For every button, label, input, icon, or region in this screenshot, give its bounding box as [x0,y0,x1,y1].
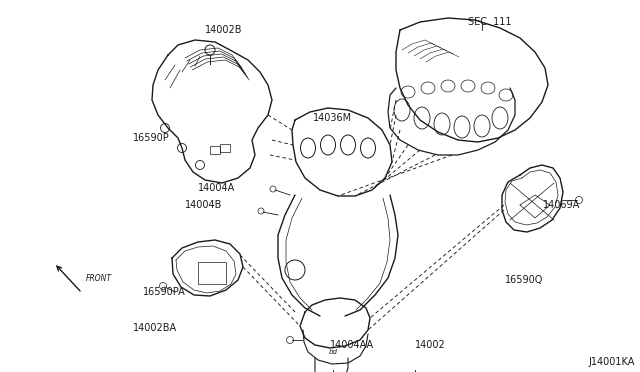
Text: FRONT: FRONT [86,274,112,283]
Text: 16590Q: 16590Q [505,275,543,285]
Text: 16590PA: 16590PA [143,287,186,297]
Bar [220,144,230,152]
Text: 16590P: 16590P [133,133,170,143]
Text: bd: bd [328,349,337,355]
Text: 14002B: 14002B [205,25,243,35]
Text: SEC. 111: SEC. 111 [468,17,511,27]
Bar [210,146,220,154]
Text: 14004AA: 14004AA [330,340,374,350]
Text: 14036M: 14036M [313,113,352,123]
Text: 14004A: 14004A [198,183,236,193]
Text: 14002: 14002 [415,340,445,350]
Text: 14002BA: 14002BA [133,323,177,333]
Bar [198,262,226,284]
Text: 14004B: 14004B [185,200,222,210]
Text: J14001KA: J14001KA [589,357,635,367]
Text: 14069A: 14069A [543,200,580,210]
